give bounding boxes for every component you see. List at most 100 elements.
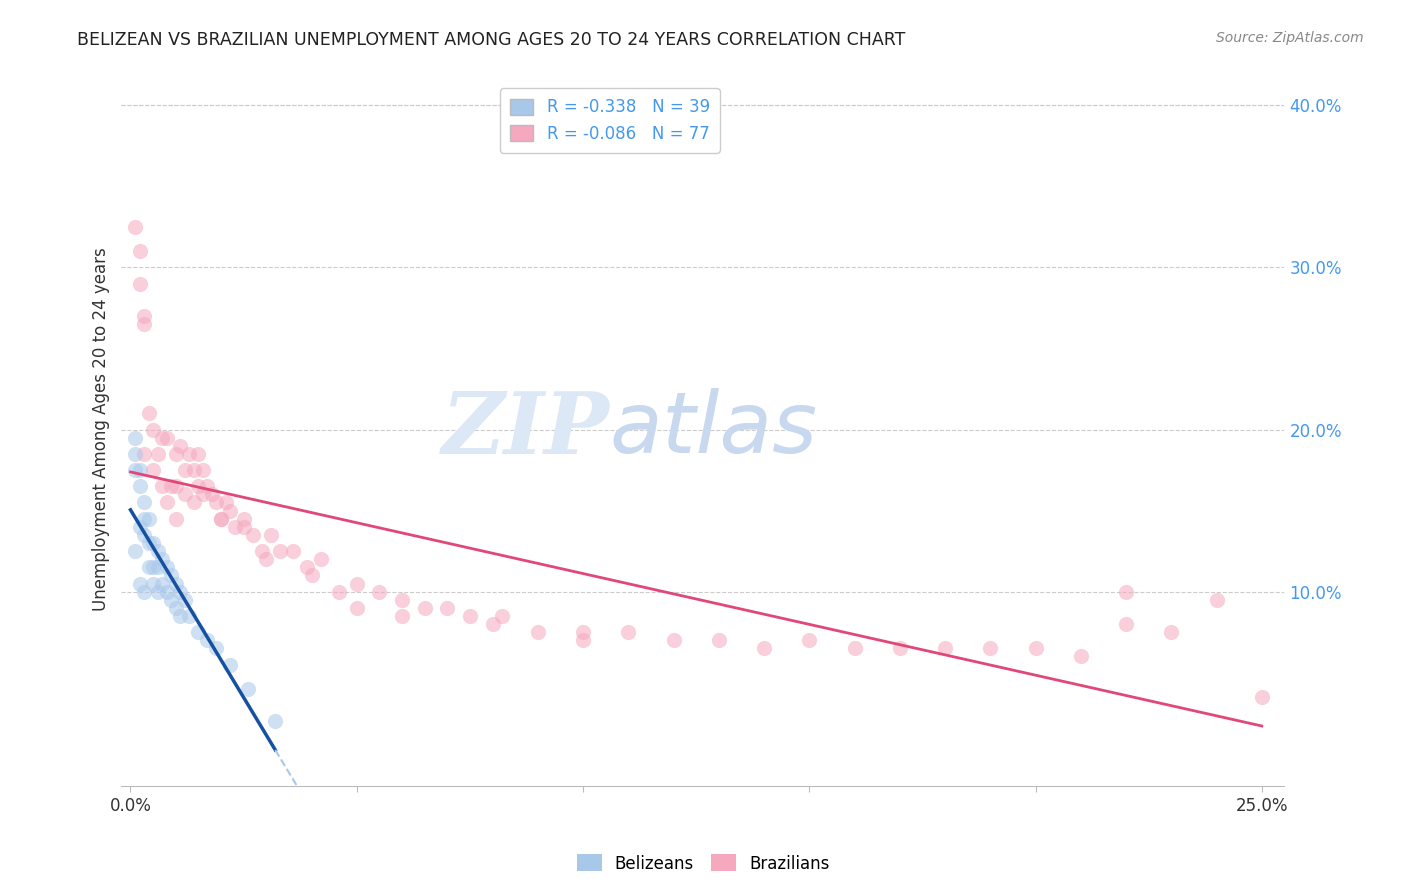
Point [209, 512, 232, 526]
Text: ZIP: ZIP [441, 388, 610, 471]
Point [128, 520, 150, 534]
Point [191, 463, 214, 477]
Point [138, 512, 160, 526]
Point [160, 592, 183, 607]
Point [128, 244, 150, 259]
Text: atlas: atlas [610, 388, 818, 471]
Point [132, 495, 155, 509]
Point [150, 576, 173, 591]
Point [391, 592, 413, 607]
Point [889, 641, 911, 656]
Point [146, 560, 169, 574]
Point [436, 600, 458, 615]
Point [165, 576, 187, 591]
Point [138, 406, 160, 420]
Point [799, 633, 821, 648]
Point [1250, 690, 1272, 704]
Point [572, 625, 595, 640]
Point [124, 544, 146, 558]
Point [844, 641, 866, 656]
Point [179, 609, 201, 624]
Point [526, 625, 548, 640]
Point [156, 560, 179, 574]
Point [165, 600, 187, 615]
Point [572, 633, 595, 648]
Point [191, 487, 214, 501]
Point [232, 512, 254, 526]
Point [264, 714, 287, 729]
Legend: Belizeans, Brazilians: Belizeans, Brazilians [569, 847, 837, 880]
Point [260, 528, 283, 542]
Y-axis label: Unemployment Among Ages 20 to 24 years: Unemployment Among Ages 20 to 24 years [93, 248, 110, 611]
Point [169, 609, 191, 624]
Point [150, 479, 173, 493]
Legend: R = -0.338   N = 39, R = -0.086   N = 77: R = -0.338 N = 39, R = -0.086 N = 77 [501, 88, 720, 153]
Point [481, 617, 503, 632]
Point [205, 641, 228, 656]
Point [165, 512, 187, 526]
Point [309, 552, 332, 566]
Point [269, 544, 291, 558]
Point [250, 544, 273, 558]
Point [128, 576, 150, 591]
Point [138, 560, 160, 574]
Point [1160, 625, 1182, 640]
Point [142, 576, 165, 591]
Point [128, 463, 150, 477]
Point [160, 568, 183, 582]
Point [142, 463, 165, 477]
Point [283, 544, 305, 558]
Point [205, 495, 228, 509]
Point [156, 431, 179, 445]
Point [187, 447, 209, 461]
Point [132, 528, 155, 542]
Point [752, 641, 775, 656]
Point [169, 584, 191, 599]
Point [132, 317, 155, 331]
Point [197, 479, 219, 493]
Point [183, 495, 205, 509]
Point [142, 423, 165, 437]
Point [209, 512, 232, 526]
Point [346, 600, 368, 615]
Point [146, 544, 169, 558]
Point [169, 439, 191, 453]
Point [295, 560, 318, 574]
Point [142, 560, 165, 574]
Point [1205, 592, 1227, 607]
Point [173, 463, 195, 477]
Point [187, 625, 209, 640]
Point [1025, 641, 1047, 656]
Point [173, 487, 195, 501]
Point [160, 479, 183, 493]
Point [187, 479, 209, 493]
Point [219, 657, 242, 672]
Point [138, 536, 160, 550]
Point [128, 277, 150, 291]
Point [1115, 584, 1137, 599]
Point [124, 447, 146, 461]
Point [124, 431, 146, 445]
Point [934, 641, 956, 656]
Point [328, 584, 350, 599]
Point [232, 520, 254, 534]
Point [707, 633, 730, 648]
Point [124, 463, 146, 477]
Point [491, 609, 513, 624]
Point [254, 552, 277, 566]
Point [201, 487, 224, 501]
Text: Source: ZipAtlas.com: Source: ZipAtlas.com [1216, 31, 1364, 45]
Point [132, 584, 155, 599]
Point [124, 219, 146, 234]
Point [224, 520, 246, 534]
Point [413, 600, 436, 615]
Point [301, 568, 323, 582]
Point [132, 309, 155, 323]
Text: BELIZEAN VS BRAZILIAN UNEMPLOYMENT AMONG AGES 20 TO 24 YEARS CORRELATION CHART: BELIZEAN VS BRAZILIAN UNEMPLOYMENT AMONG… [77, 31, 905, 49]
Point [617, 625, 640, 640]
Point [150, 431, 173, 445]
Point [156, 584, 179, 599]
Point [979, 641, 1001, 656]
Point [132, 447, 155, 461]
Point [179, 447, 201, 461]
